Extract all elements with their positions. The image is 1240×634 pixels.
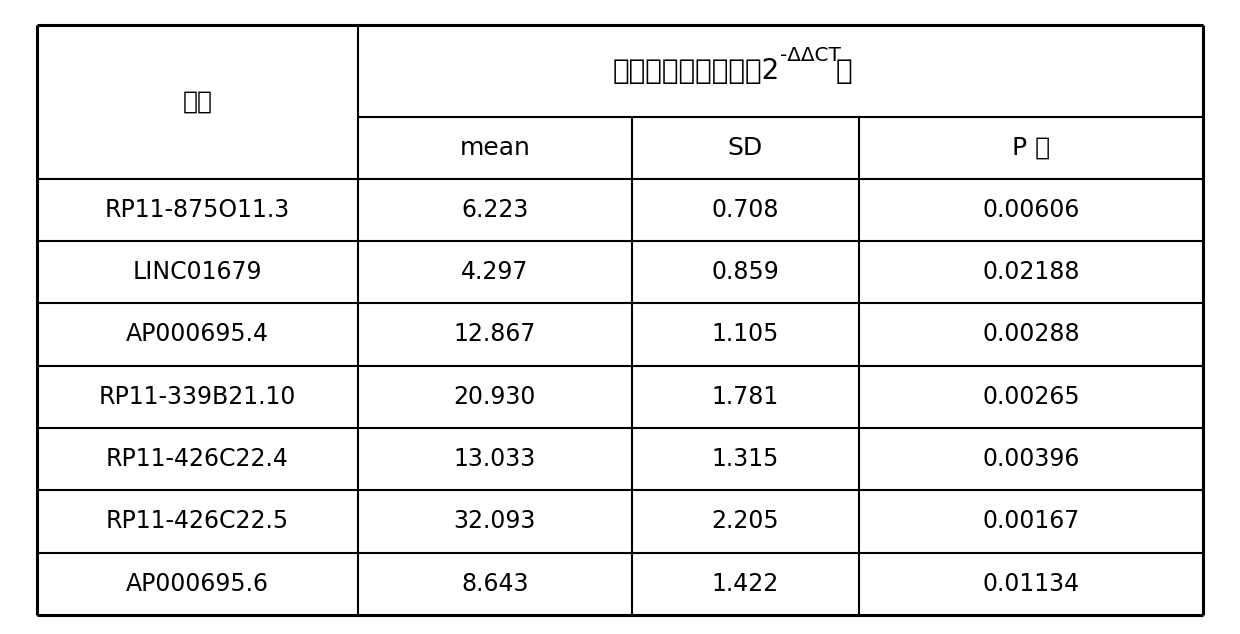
Text: 1.422: 1.422 — [712, 572, 779, 596]
Text: 0.00288: 0.00288 — [982, 323, 1080, 347]
Text: 0.859: 0.859 — [712, 260, 779, 284]
Text: 4.297: 4.297 — [461, 260, 528, 284]
Text: mean: mean — [459, 136, 531, 160]
Text: 0.708: 0.708 — [712, 198, 779, 222]
Text: 0.00396: 0.00396 — [982, 447, 1080, 471]
Text: 1.105: 1.105 — [712, 323, 779, 347]
Text: 1.315: 1.315 — [712, 447, 779, 471]
Text: 0.00167: 0.00167 — [982, 510, 1080, 533]
Text: -ΔΔCT: -ΔΔCT — [780, 46, 841, 65]
Text: RP11-339B21.10: RP11-339B21.10 — [99, 385, 296, 409]
Text: 基因: 基因 — [182, 90, 212, 114]
Text: RP11-426C22.4: RP11-426C22.4 — [107, 447, 289, 471]
Text: AP000695.6: AP000695.6 — [126, 572, 269, 596]
Text: SD: SD — [728, 136, 763, 160]
Text: 0.02188: 0.02188 — [982, 260, 1080, 284]
Text: AP000695.4: AP000695.4 — [126, 323, 269, 347]
Text: ）: ） — [836, 57, 853, 85]
Text: 基因的相对表达量（2: 基因的相对表达量（2 — [613, 57, 780, 85]
Text: LINC01679: LINC01679 — [133, 260, 262, 284]
Text: RP11-875O11.3: RP11-875O11.3 — [105, 198, 290, 222]
Text: 0.01134: 0.01134 — [982, 572, 1080, 596]
Text: RP11-426C22.5: RP11-426C22.5 — [105, 510, 289, 533]
Text: 12.867: 12.867 — [454, 323, 536, 347]
Text: P 値: P 値 — [1012, 136, 1050, 160]
Text: 2.205: 2.205 — [712, 510, 779, 533]
Text: 1.781: 1.781 — [712, 385, 779, 409]
Text: 6.223: 6.223 — [461, 198, 528, 222]
Text: 8.643: 8.643 — [461, 572, 528, 596]
Text: 0.00265: 0.00265 — [982, 385, 1080, 409]
Text: 32.093: 32.093 — [454, 510, 536, 533]
Text: 20.930: 20.930 — [454, 385, 536, 409]
Text: 0.00606: 0.00606 — [982, 198, 1080, 222]
Text: 13.033: 13.033 — [454, 447, 536, 471]
